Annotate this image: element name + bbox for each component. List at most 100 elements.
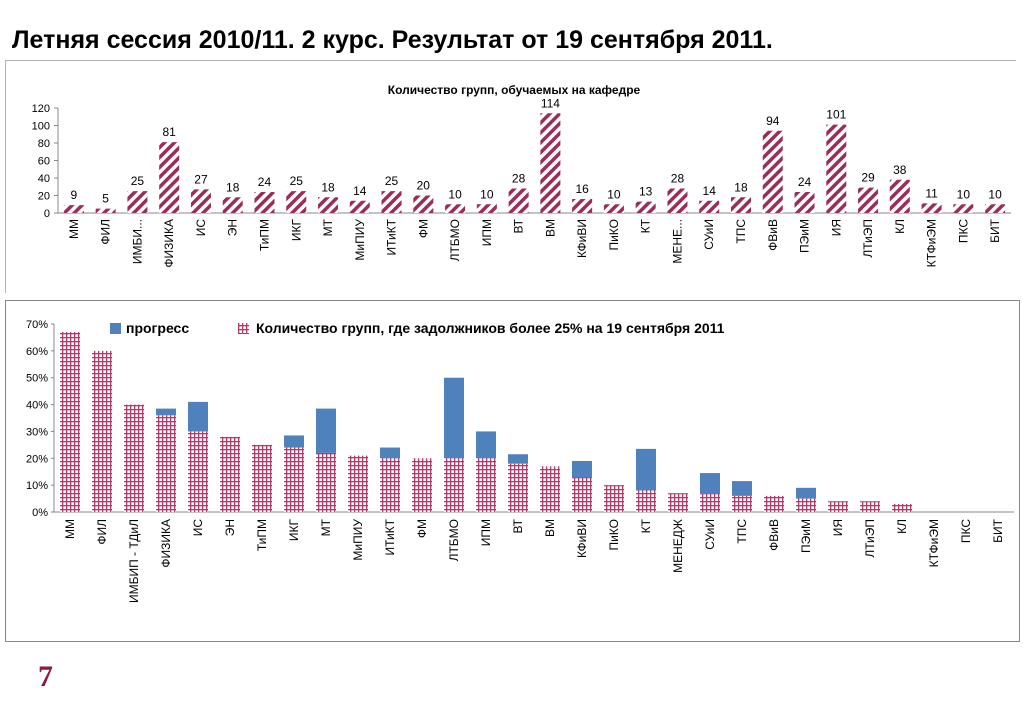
bottom-y-tick-label: 70%: [26, 319, 48, 331]
bottom-bar-debtors-2: [92, 350, 112, 512]
top-data-label: 13: [639, 185, 653, 199]
top-data-label: 28: [512, 172, 526, 186]
top-x-tick-label: КФиВИ: [575, 219, 589, 258]
top-data-label: 18: [321, 180, 335, 194]
top-data-label: 38: [893, 163, 907, 177]
bottom-x-tick: ЛТиЭП: [863, 519, 877, 558]
bottom-x-tick-label: ВМ: [543, 519, 557, 537]
bottom-x-tick-label: ФВиВ: [767, 519, 781, 551]
bottom-y-tick-label: 20%: [26, 453, 48, 465]
top-bar-12: [413, 195, 434, 213]
top-x-tick: ПЭиМ: [798, 219, 812, 253]
bottom-bar-debtors-5: [188, 431, 208, 512]
top-data-label: 10: [607, 187, 621, 201]
top-bar-16: [540, 113, 561, 213]
top-x-tick-label: ИТиКТ: [385, 218, 399, 255]
page-title: Летняя сессия 2010/11. 2 курс. Результат…: [12, 26, 773, 54]
top-data-label: 18: [734, 180, 748, 194]
bottom-x-tick: ИС: [191, 519, 205, 537]
bottom-x-tick: ПиКО: [607, 519, 621, 551]
top-bar-30: [985, 204, 1006, 213]
bottom-bar-debtors-24: [796, 498, 816, 512]
bottom-chart: 0% 10% 20% 30% 40% 50% 60% 70% прогресс Количеств…: [5, 300, 1020, 642]
bottom-y-tick-label: 0%: [32, 507, 48, 519]
top-x-tick-label: ФВиВ: [766, 219, 780, 251]
top-y-tick-label: 0: [44, 208, 50, 220]
bottom-x-tick-label: ЭН: [223, 519, 237, 536]
bottom-x-tick: ВМ: [543, 519, 557, 537]
top-data-label: 20: [417, 179, 431, 193]
bottom-bar-debtors-14: [476, 458, 496, 512]
top-bar-28: [921, 203, 942, 213]
top-bar-23: [762, 130, 783, 213]
bottom-x-tick-label: МиПИУ: [351, 519, 365, 561]
top-bar-8: [286, 191, 307, 213]
bottom-x-tick-label: ИМБИП - ТДиЛ: [127, 519, 141, 603]
top-x-tick-label: ТПС: [734, 219, 748, 244]
bottom-x-tick-label: ИКГ: [287, 519, 301, 542]
bottom-bar-progress-4: [156, 408, 176, 416]
bottom-x-tick: СУиИ: [703, 519, 717, 550]
top-data-label: 10: [957, 187, 971, 201]
top-x-tick: ИМБИ...: [130, 219, 144, 264]
bottom-x-tick-label: КТ: [639, 518, 653, 533]
bottom-x-tick: ФВиВ: [767, 519, 781, 551]
page-number: 7: [38, 660, 53, 693]
bottom-bar-progress-19: [636, 448, 656, 491]
top-bar-6: [222, 197, 243, 213]
top-x-tick: ТиПМ: [257, 219, 271, 251]
bottom-x-tick: ВТ: [511, 518, 525, 533]
bottom-bar-debtors-19: [636, 490, 656, 512]
bottom-x-tick: КТФиЭМ: [927, 519, 941, 567]
top-bar-27: [889, 179, 910, 213]
top-y-tick-label: 20: [38, 191, 50, 203]
top-x-tick-label: ЛТБМО: [448, 219, 462, 261]
top-bar-7: [254, 192, 275, 213]
bottom-x-tick: БИТ: [991, 518, 1005, 543]
bottom-y-tick-label: 30%: [26, 426, 48, 438]
top-data-label: 25: [131, 174, 145, 188]
top-x-tick: КЛ: [893, 219, 907, 234]
bottom-bar-progress-13: [444, 377, 464, 459]
bottom-bar-debtors-8: [284, 447, 304, 512]
bottom-bar-debtors-20: [668, 493, 688, 512]
bottom-x-tick: МЕНЕДЖ: [671, 519, 685, 573]
bottom-x-tick-label: БИТ: [991, 518, 1005, 543]
top-x-tick: ФИЗИКА: [162, 219, 176, 268]
bottom-x-tick: КЛ: [895, 519, 909, 534]
top-bar-14: [476, 204, 497, 213]
top-x-tick: ИЯ: [829, 219, 843, 236]
bottom-bar-debtors-26: [860, 501, 880, 512]
bottom-x-tick-label: ЛТиЭП: [863, 519, 877, 558]
top-x-tick-label: МиПИУ: [353, 219, 367, 261]
bottom-bar-progress-24: [796, 487, 816, 499]
bottom-x-tick-label: МТ: [319, 518, 333, 536]
top-bar-2: [95, 208, 116, 213]
bottom-bar-debtors-10: [348, 455, 368, 512]
bottom-x-tick-label: ВТ: [511, 518, 525, 533]
bottom-x-tick: ММ: [63, 519, 77, 539]
bottom-bar-progress-21: [700, 473, 720, 494]
bottom-bar-debtors-12: [412, 458, 432, 512]
bottom-x-tick-label: ИЯ: [831, 519, 845, 536]
bottom-x-tick-label: ЛТБМО: [447, 519, 461, 561]
top-chart: Количество групп, обучаемых на кафедре 0 2…: [5, 60, 1016, 293]
bottom-x-tick-label: ИС: [191, 519, 205, 537]
bottom-y-tick-label: 60%: [26, 346, 48, 358]
bottom-x-tick-label: ПиКО: [607, 519, 621, 551]
top-data-label: 10: [988, 187, 1002, 201]
bottom-y-tick-label: 40%: [26, 400, 48, 412]
bottom-bar-debtors-1: [60, 332, 80, 512]
bottom-bar-progress-15: [508, 454, 528, 464]
top-data-label: 14: [703, 184, 717, 198]
top-bar-4: [159, 142, 180, 213]
top-bar-15: [508, 188, 529, 213]
top-x-tick-label: БИТ: [988, 218, 1002, 243]
top-x-tick-label: ИКГ: [289, 219, 303, 242]
top-x-tick: ИПМ: [480, 219, 494, 246]
top-data-label: 14: [353, 184, 367, 198]
top-x-tick-label: КТ: [639, 218, 653, 233]
bottom-bar-progress-11: [380, 447, 400, 459]
top-bar-1: [63, 205, 84, 213]
bottom-bar-debtors-13: [444, 458, 464, 512]
